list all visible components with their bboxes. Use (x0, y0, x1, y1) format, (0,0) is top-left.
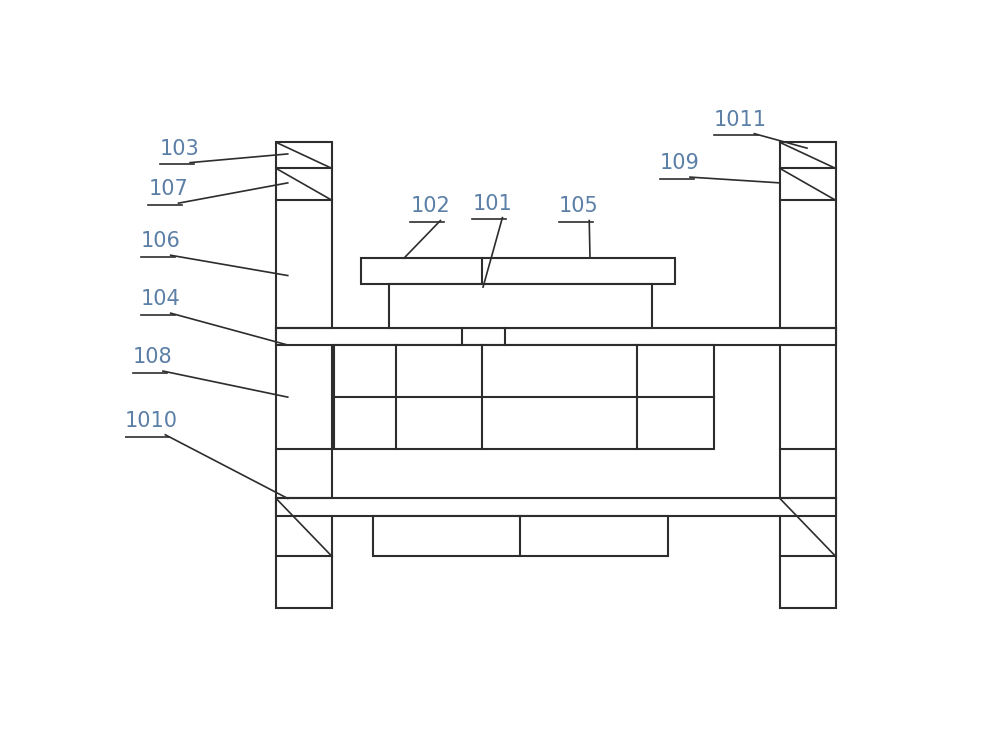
Text: 104: 104 (140, 289, 180, 309)
Text: 103: 103 (160, 138, 200, 159)
Text: 109: 109 (660, 153, 700, 173)
Text: 101: 101 (472, 193, 512, 214)
Text: 106: 106 (140, 231, 180, 251)
Bar (780, 142, 836, 608)
Text: 1010: 1010 (125, 411, 178, 431)
Text: 108: 108 (133, 347, 172, 367)
Text: 1011: 1011 (714, 110, 767, 129)
Bar (373, 516, 668, 556)
Bar (361, 258, 675, 284)
Bar (276, 328, 836, 345)
Bar (276, 142, 332, 608)
Text: 102: 102 (410, 196, 450, 217)
Bar (276, 499, 836, 516)
Bar (388, 284, 652, 328)
Bar (334, 345, 714, 449)
Text: 105: 105 (559, 196, 599, 217)
Text: 107: 107 (148, 179, 188, 199)
